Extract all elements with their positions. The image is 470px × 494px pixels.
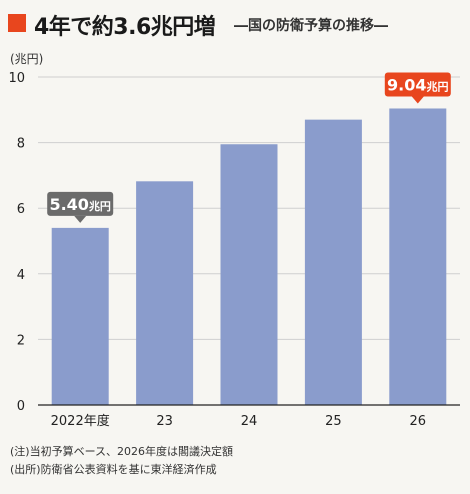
callout-label: 5.40兆円 [49, 195, 110, 214]
footnote-note: (注)当初予算ベース、2026年度は閣議決定額 [10, 445, 234, 458]
callout-unit: 兆円 [427, 79, 449, 93]
y-tick-label: 10 [8, 71, 25, 86]
footnotes: (注)当初予算ベース、2026年度は閣議決定額 (出所)防衛省公表資料を基に東洋… [10, 443, 233, 479]
y-tick-label: 6 [17, 202, 25, 217]
callout-box [47, 191, 114, 216]
bars [51, 108, 447, 406]
chart-title: 4年で約3.6兆円増 [34, 15, 216, 40]
y-axis-unit-label: (兆円) [10, 52, 43, 66]
y-tick-label: 4 [17, 268, 25, 283]
bar-23 [136, 181, 194, 405]
bar-2022年度 [51, 227, 109, 405]
x-tick-label: 24 [241, 414, 258, 429]
bar-24 [220, 144, 278, 406]
footnote-source: (出所)防衛省公表資料を基に東洋経済作成 [10, 463, 217, 476]
title-marker [8, 14, 26, 32]
callout-box [384, 72, 451, 97]
bar-25 [304, 119, 362, 405]
value-callout: 9.04兆円 [384, 72, 451, 104]
value-callout: 5.40兆円 [47, 191, 114, 223]
callout-pointer [74, 215, 87, 223]
callout-value: 5.40 [49, 195, 88, 214]
y-tick-label: 0 [17, 399, 25, 414]
x-tick-label: 2022年度 [51, 413, 110, 429]
callout-unit: 兆円 [89, 199, 111, 213]
bar-26 [389, 108, 447, 405]
y-tick-label: 8 [17, 137, 25, 152]
x-tick-label: 26 [410, 414, 427, 429]
chart-header: 4年で約3.6兆円増 ―国の防衛予算の推移― [0, 0, 470, 48]
chart-subtitle: ―国の防衛予算の推移― [234, 18, 388, 34]
callout-value: 9.04 [387, 75, 426, 94]
x-tick-label: 23 [156, 414, 173, 429]
y-tick-label: 2 [17, 333, 25, 348]
callout-label: 9.04兆円 [387, 75, 448, 94]
x-tick-label: 25 [325, 414, 342, 429]
callout-pointer [411, 96, 424, 104]
